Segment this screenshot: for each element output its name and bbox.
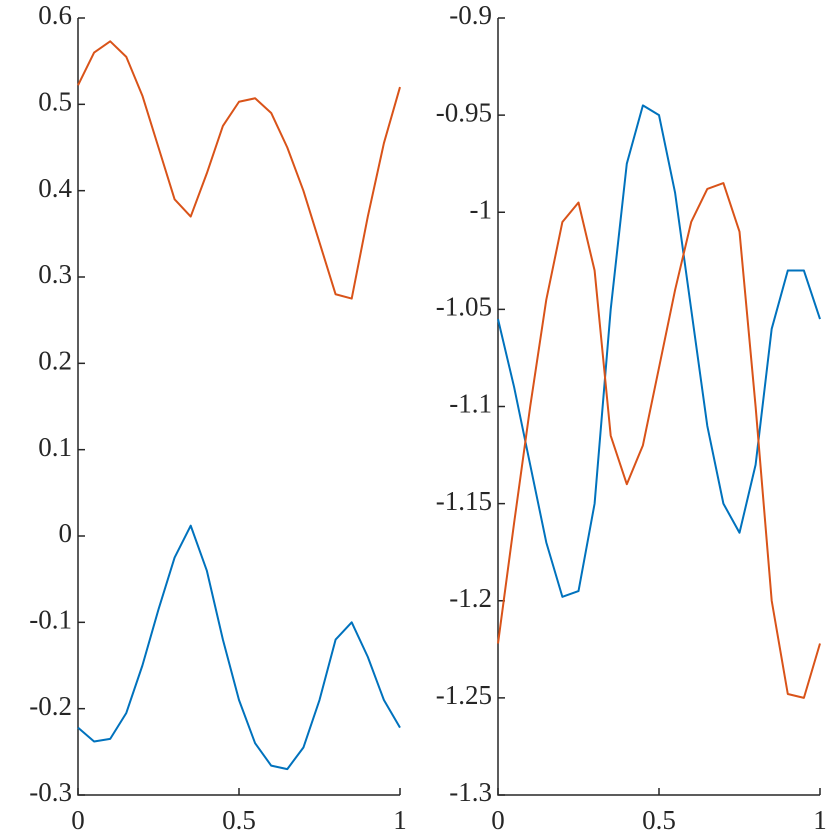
line-series [497,182,821,699]
y-tick-label: 0.6 [38,0,72,30]
y-tick-label: -0.95 [436,97,492,127]
y-tick-label: 0.3 [38,259,72,289]
y-tick-label: -1.1 [449,389,492,419]
y-tick-label: -1.3 [449,777,492,807]
x-tick-label: 1 [393,805,407,835]
y-tick-label: 0.4 [38,173,72,203]
y-tick-label: -1.2 [449,583,492,613]
axis-lines [77,18,400,796]
y-tick-label: 0.2 [38,346,72,376]
y-tick-label: -0.1 [29,605,72,635]
x-tick-label: 0 [71,805,85,835]
y-tick-label: -1.25 [436,680,492,710]
y-tick-label: -1.05 [436,292,492,322]
line-series [77,524,401,771]
y-tick-label: 0.1 [38,432,72,462]
line-series [497,104,821,598]
y-tick-label: -0.9 [449,0,492,30]
y-tick-label: -0.2 [29,691,72,721]
y-tick-label: -1 [470,194,493,224]
x-tick-label: 1 [813,805,827,835]
line-series [77,40,401,300]
y-tick-label: 0.5 [38,87,72,117]
axis-lines [497,18,820,796]
y-tick-label: -0.3 [29,777,72,807]
y-tick-label: 0 [59,518,73,548]
x-tick-label: 0.5 [642,805,676,835]
x-tick-label: 0 [491,805,505,835]
y-tick-label: -1.15 [436,486,492,516]
x-tick-label: 0.5 [222,805,256,835]
